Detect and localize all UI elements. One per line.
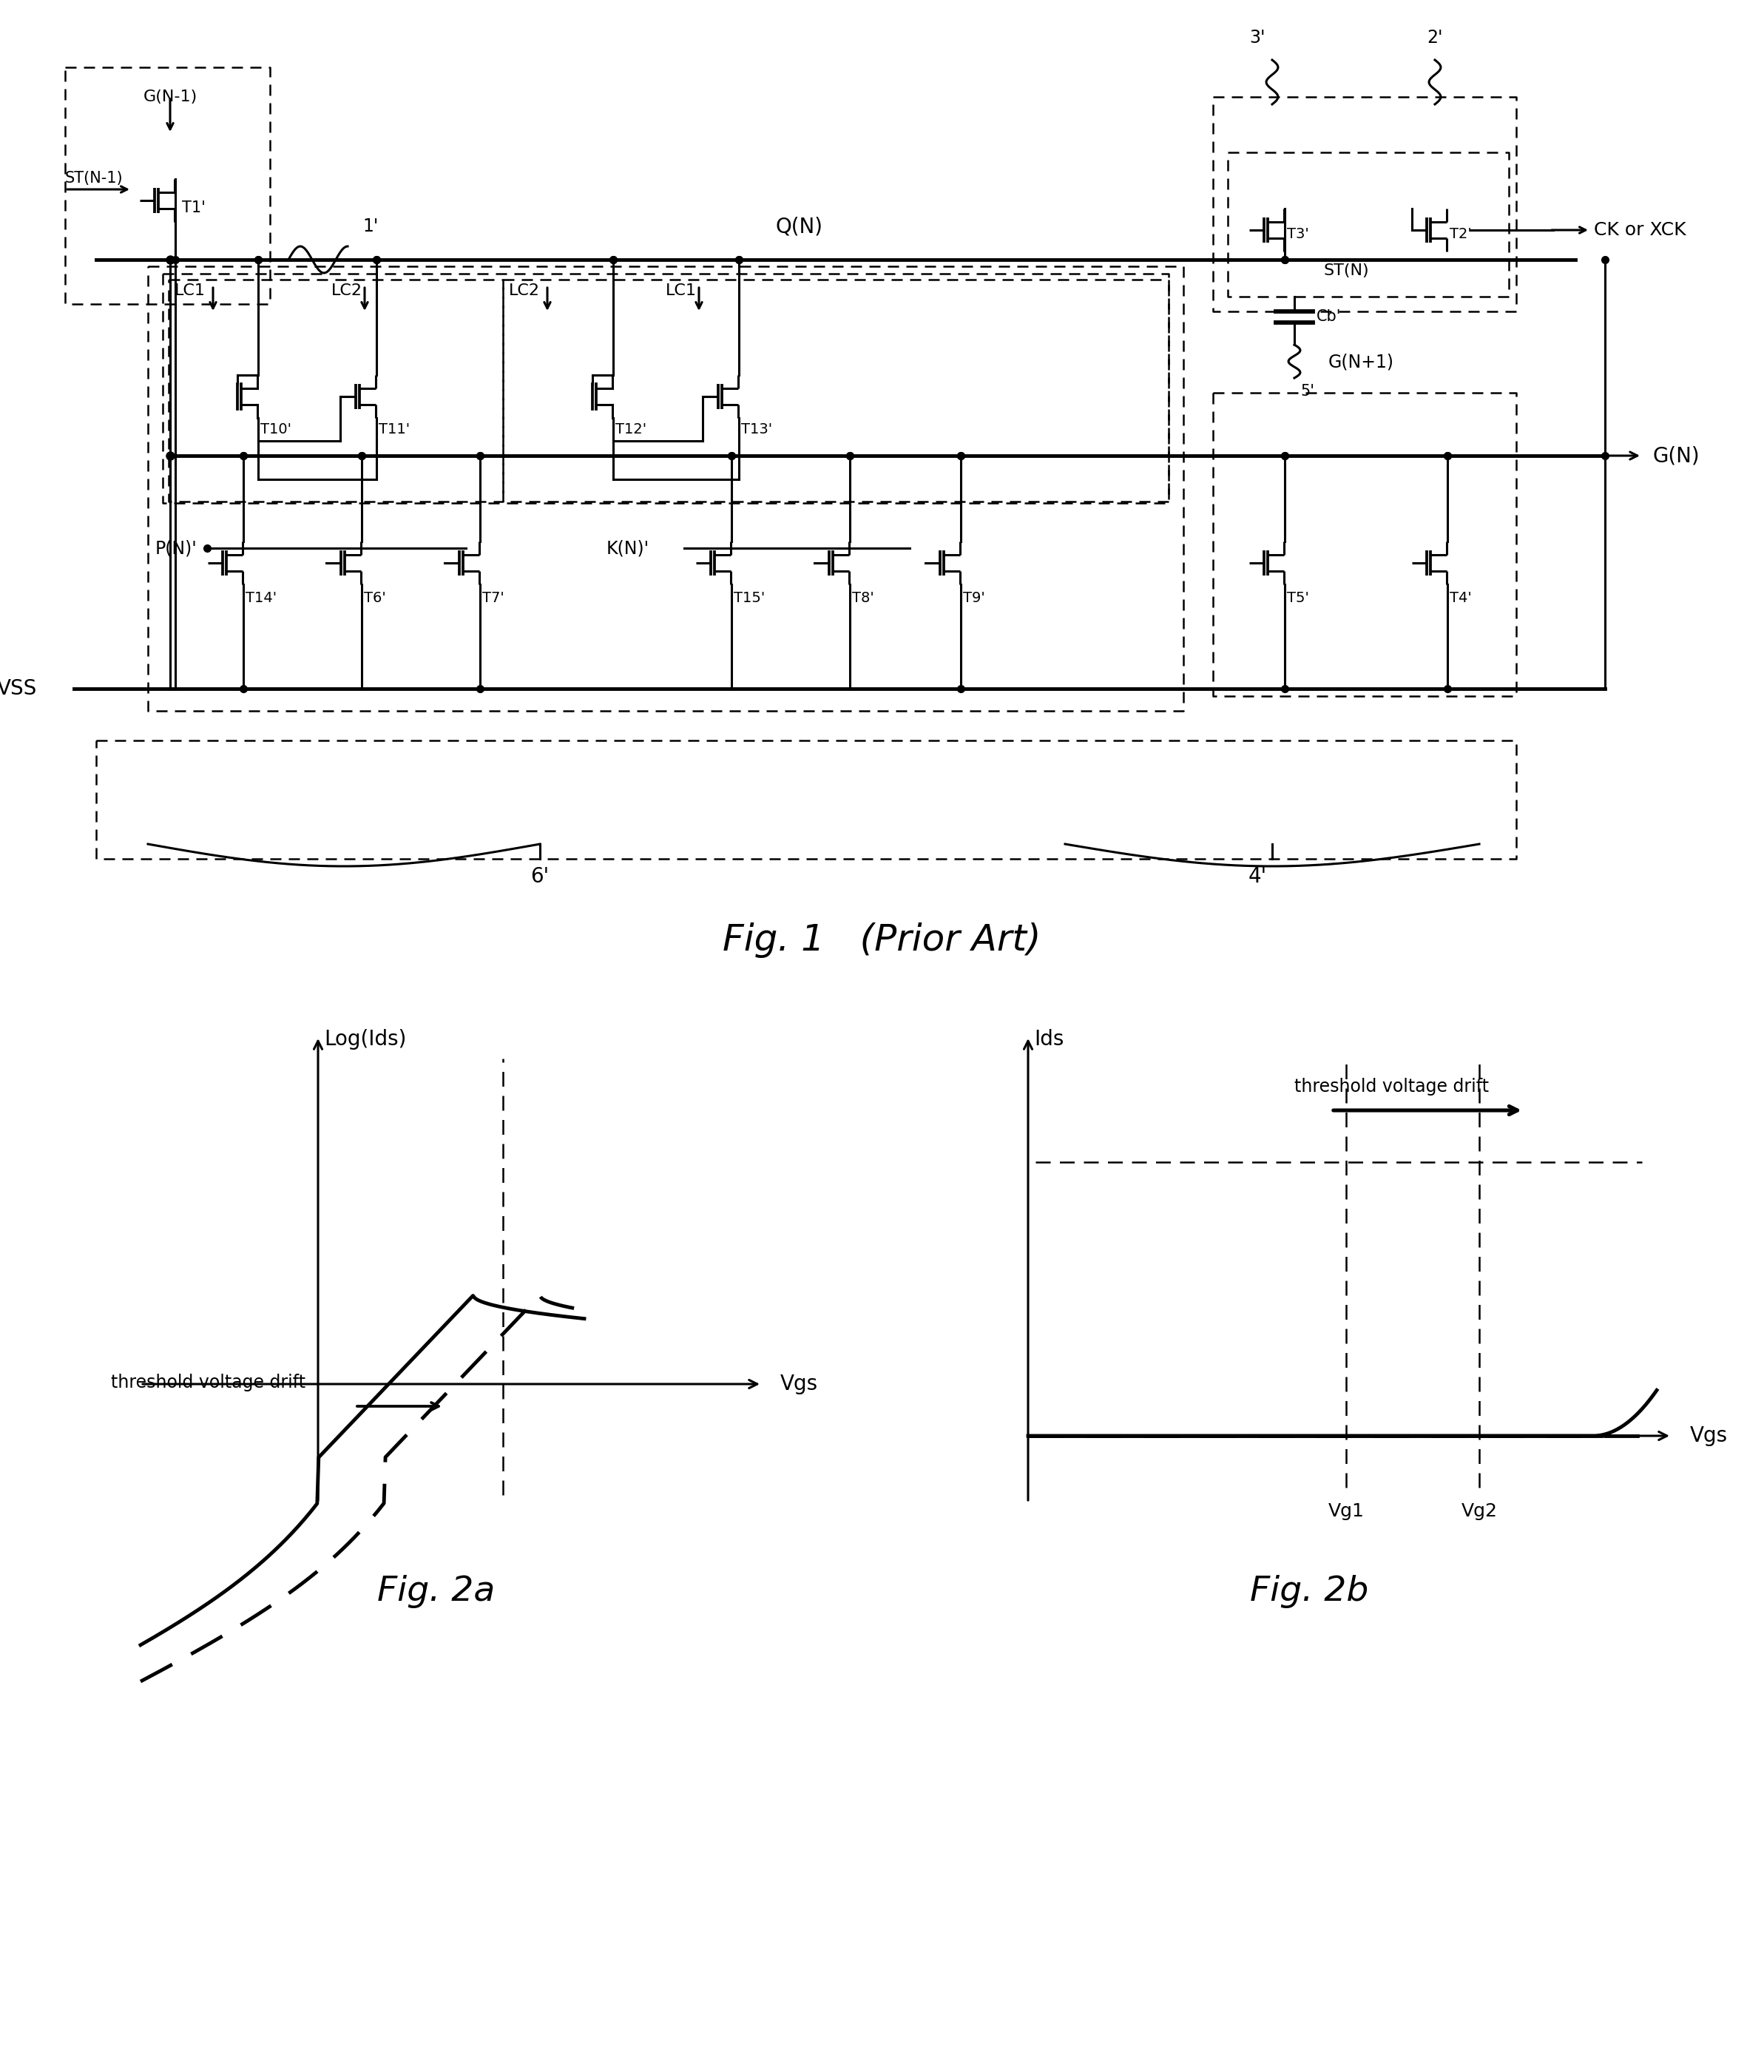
Text: ST(N): ST(N) <box>1323 263 1369 278</box>
Text: LC1: LC1 <box>665 284 697 298</box>
Text: VSS: VSS <box>0 678 37 698</box>
Text: threshold voltage drift: threshold voltage drift <box>1295 1077 1489 1096</box>
Text: T15': T15' <box>734 591 766 605</box>
Text: 4': 4' <box>1249 866 1267 887</box>
Text: LC2: LC2 <box>332 284 362 298</box>
Text: Fig. 2b: Fig. 2b <box>1251 1575 1369 1608</box>
Text: threshold voltage drift: threshold voltage drift <box>111 1374 305 1392</box>
Text: T11': T11' <box>379 423 409 437</box>
Text: Cb': Cb' <box>1316 309 1341 323</box>
Text: K(N)': K(N)' <box>607 539 649 557</box>
Text: LC2: LC2 <box>508 284 540 298</box>
Text: Vgs: Vgs <box>1690 1426 1729 1446</box>
Text: LC1: LC1 <box>175 284 206 298</box>
Text: T12': T12' <box>616 423 647 437</box>
Text: T13': T13' <box>741 423 773 437</box>
Text: T1': T1' <box>182 201 206 215</box>
Text: 2': 2' <box>1427 29 1443 46</box>
Text: G(N): G(N) <box>1653 445 1700 466</box>
Text: 3': 3' <box>1249 29 1265 46</box>
Text: Q(N): Q(N) <box>774 218 822 238</box>
Text: P(N)': P(N)' <box>155 539 198 557</box>
Text: CK or XCK: CK or XCK <box>1595 222 1686 238</box>
Text: T10': T10' <box>261 423 291 437</box>
Text: Vgs: Vgs <box>780 1374 818 1394</box>
Text: 6': 6' <box>531 866 549 887</box>
Text: Vg2: Vg2 <box>1461 1502 1498 1521</box>
Text: 5': 5' <box>1300 383 1314 398</box>
Text: T6': T6' <box>363 591 386 605</box>
Text: ST(N-1): ST(N-1) <box>65 170 123 186</box>
Text: G(N+1): G(N+1) <box>1328 352 1394 371</box>
Text: T3': T3' <box>1288 226 1309 240</box>
Text: 1': 1' <box>362 218 377 236</box>
Text: T9': T9' <box>963 591 984 605</box>
Text: T4': T4' <box>1450 591 1471 605</box>
Text: G(N-1): G(N-1) <box>143 89 198 104</box>
Text: Vg1: Vg1 <box>1328 1502 1364 1521</box>
Text: Fig. 1   (Prior Art): Fig. 1 (Prior Art) <box>723 922 1041 957</box>
Text: Log(Ids): Log(Ids) <box>325 1030 406 1051</box>
Text: T8': T8' <box>852 591 873 605</box>
Text: T5': T5' <box>1288 591 1309 605</box>
Text: Fig. 2a: Fig. 2a <box>377 1575 496 1608</box>
Text: T14': T14' <box>245 591 277 605</box>
Text: Ids: Ids <box>1034 1030 1064 1051</box>
Text: T2': T2' <box>1450 226 1471 240</box>
Text: T7': T7' <box>482 591 505 605</box>
